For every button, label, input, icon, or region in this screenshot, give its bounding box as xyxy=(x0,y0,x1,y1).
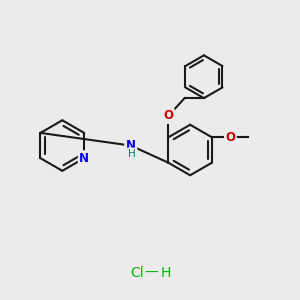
Text: Cl: Cl xyxy=(130,266,143,280)
Text: O: O xyxy=(225,131,236,144)
Text: H: H xyxy=(128,149,136,159)
Text: N: N xyxy=(79,152,89,165)
Text: —: — xyxy=(145,266,158,280)
Text: O: O xyxy=(163,110,173,122)
Text: H: H xyxy=(160,266,171,280)
Text: N: N xyxy=(126,139,136,152)
